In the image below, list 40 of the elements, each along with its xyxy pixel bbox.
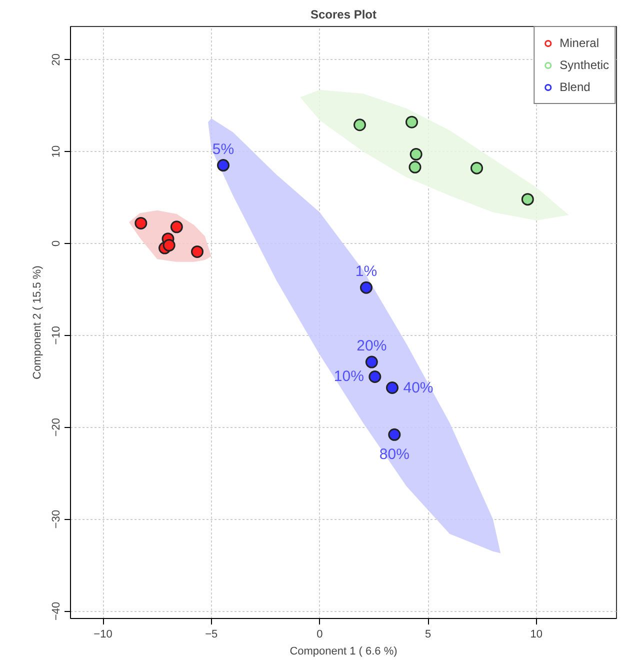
point <box>191 245 204 258</box>
annotation: 80% <box>379 446 410 464</box>
point <box>470 162 483 174</box>
y-tick-label: −40 <box>50 602 62 620</box>
point <box>162 239 176 252</box>
point <box>368 370 382 383</box>
legend-label: Synthetic <box>560 58 609 72</box>
x-tick-label: −5 <box>205 628 218 640</box>
point <box>217 159 230 172</box>
point <box>386 382 398 394</box>
annotation: 10% <box>334 368 364 386</box>
point <box>354 118 366 132</box>
y-tick-label: −30 <box>50 510 62 529</box>
y-tick-label: 20 <box>50 53 62 66</box>
x-axis-title: Component 1 ( 6.6 %) <box>290 646 398 658</box>
annotation: 5% <box>212 140 234 158</box>
x-tick-label: 5 <box>424 628 432 640</box>
chart-title: Scores Plot <box>310 8 377 22</box>
x-tick-label: 0 <box>316 628 323 640</box>
point <box>170 220 183 234</box>
y-tick-label: 10 <box>50 145 62 158</box>
point <box>410 148 422 161</box>
y-tick-label: −10 <box>50 326 62 345</box>
annotation: 1% <box>355 263 378 280</box>
x-tick-label: 10 <box>530 628 542 640</box>
point <box>365 356 378 368</box>
point <box>521 193 534 206</box>
legend-label: Blend <box>560 80 590 94</box>
y-axis-title: Component 2 ( 15.5 %) <box>32 266 44 380</box>
x-tick-label: −10 <box>94 628 112 640</box>
y-tick-label: 0 <box>50 240 62 247</box>
y-tick-label: −20 <box>50 418 62 437</box>
point <box>134 216 148 230</box>
legend-label: Mineral <box>560 36 599 50</box>
point <box>388 428 401 441</box>
annotation: 40% <box>403 379 434 396</box>
point <box>406 116 418 128</box>
point <box>360 281 372 294</box>
point <box>408 160 422 174</box>
annotation: 20% <box>356 338 387 355</box>
